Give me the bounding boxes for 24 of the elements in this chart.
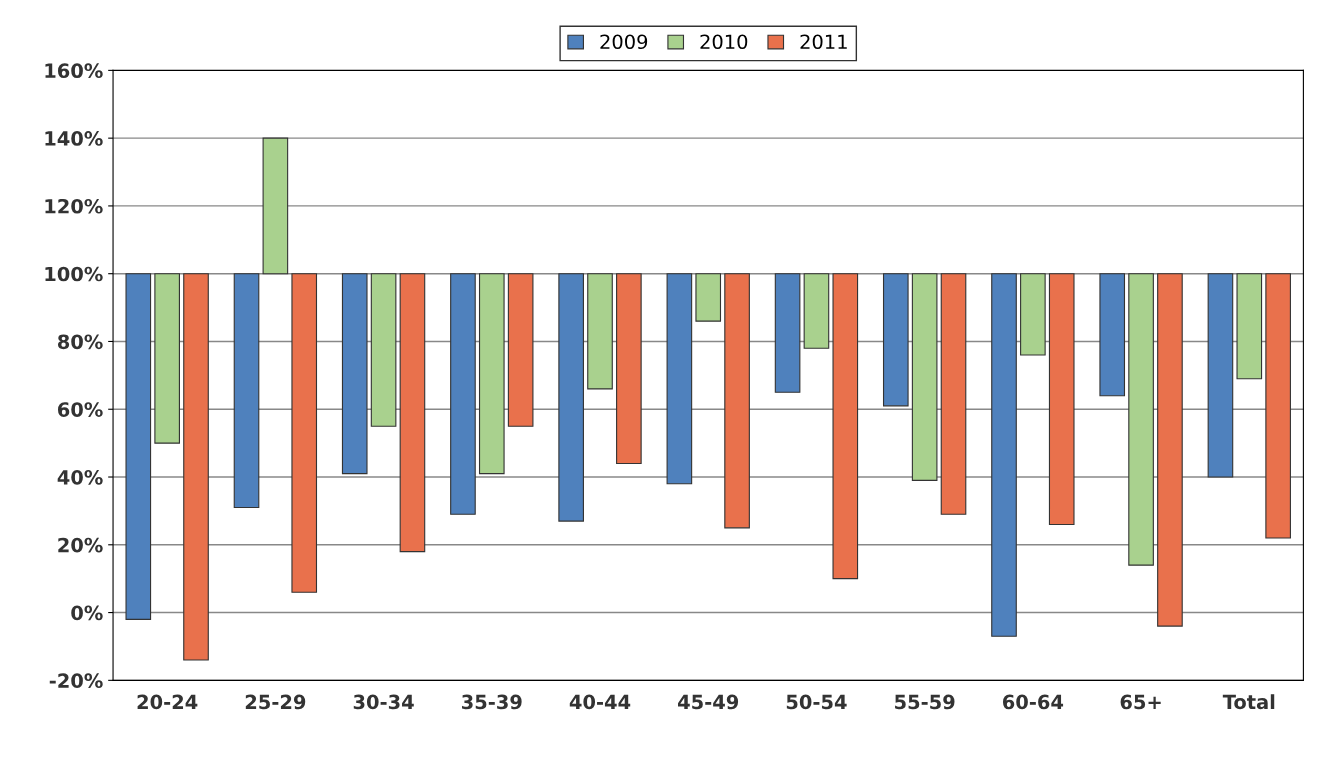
legend-label: 2009 xyxy=(600,34,648,50)
y-tick-label: 80% xyxy=(57,334,103,350)
x-tick-label: 40-44 xyxy=(569,694,631,710)
x-tick-label: 25-29 xyxy=(245,694,306,710)
legend-label: 2011 xyxy=(800,34,847,50)
y-tick-label: 160% xyxy=(45,63,103,79)
y-tick-label: 140% xyxy=(45,131,103,146)
x-tick-label: 50-54 xyxy=(786,694,847,710)
y-tick-label: 60% xyxy=(57,402,103,417)
x-tick-label: Total xyxy=(1222,694,1275,710)
x-tick-label: 30-34 xyxy=(353,694,414,710)
x-tick-label: 55-59 xyxy=(895,694,955,710)
y-tick-label: 20% xyxy=(58,537,103,553)
x-tick-label: 65+ xyxy=(1120,694,1161,710)
y-tick-label: 120% xyxy=(45,198,103,214)
x-tick-label: 20-24 xyxy=(137,694,198,710)
legend-label: 2010 xyxy=(700,34,748,50)
y-tick-label: 0% xyxy=(71,605,103,621)
x-tick-label: 60-64 xyxy=(1002,694,1064,710)
y-tick-label: 40% xyxy=(57,469,103,485)
y-tick-label: -20% xyxy=(49,673,103,688)
x-tick-label: 45-49 xyxy=(678,694,739,710)
x-tick-label: 35-39 xyxy=(462,694,522,710)
y-tick-label: 100% xyxy=(45,266,103,282)
